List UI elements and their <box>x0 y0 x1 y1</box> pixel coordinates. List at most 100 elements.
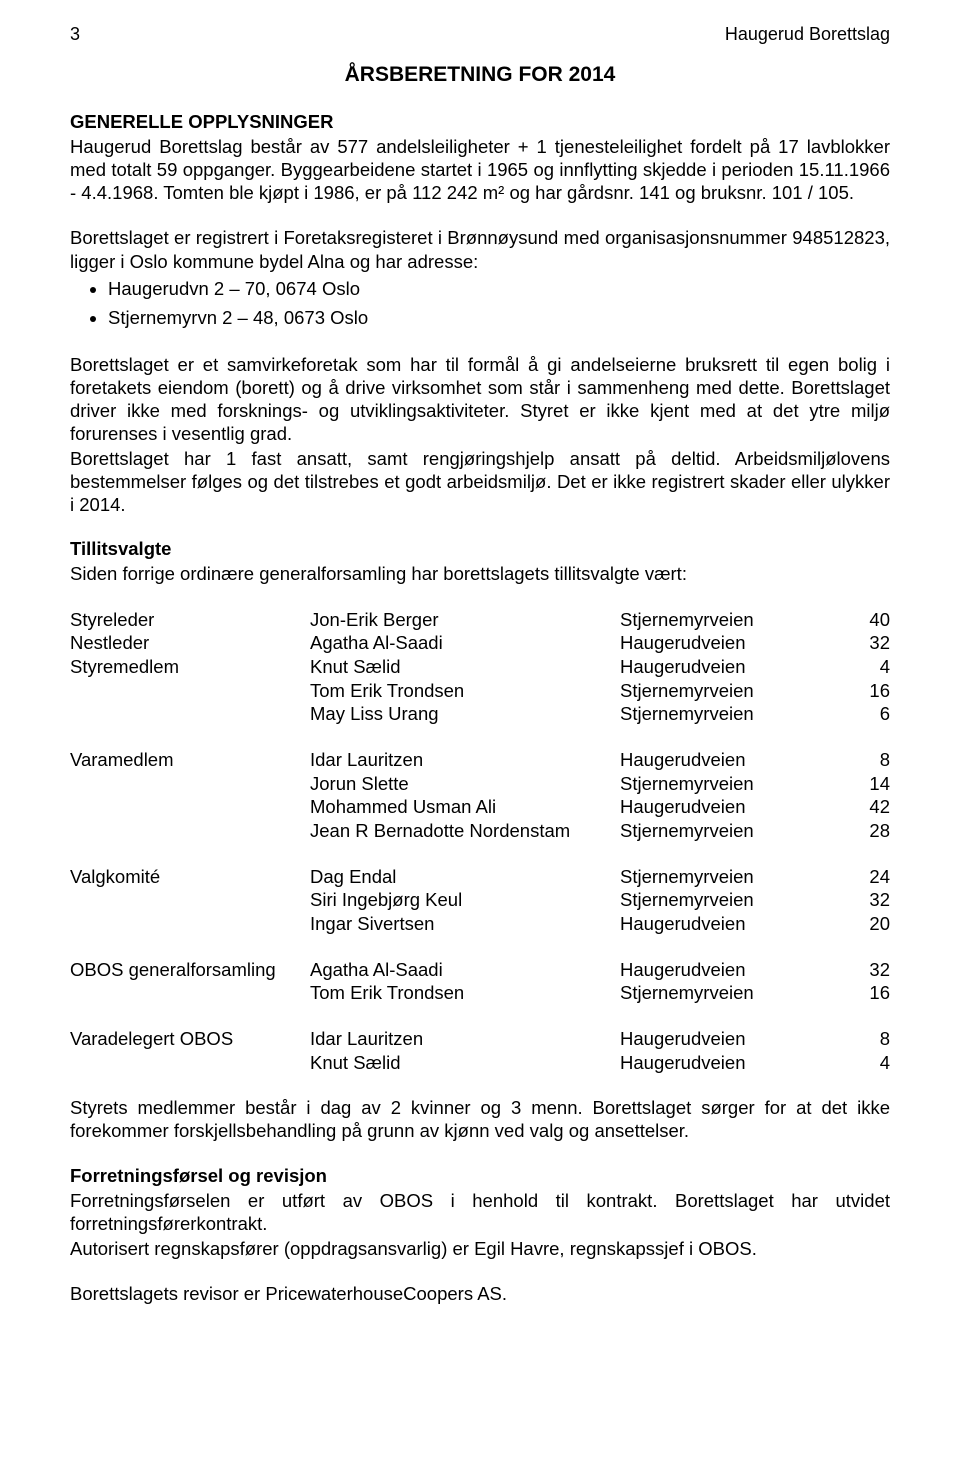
address-item: Haugerudvn 2 – 70, 0674 Oslo <box>108 277 890 302</box>
group-separator <box>70 726 890 748</box>
address-street: Haugerudveien <box>620 655 850 679</box>
group-separator <box>70 936 890 958</box>
roles-row: May Liss UrangStjernemyrveien6 <box>70 702 890 726</box>
role-label: Styremedlem <box>70 655 310 679</box>
general-info-heading: GENERELLE OPPLYSNINGER <box>70 111 890 133</box>
role-label <box>70 795 310 819</box>
revision-para1: Forretningsførselen er utført av OBOS i … <box>70 1189 890 1235</box>
role-label <box>70 679 310 703</box>
person-name: Knut Sælid <box>310 655 620 679</box>
roles-row: Tom Erik TrondsenStjernemyrveien16 <box>70 679 890 703</box>
address-street: Haugerudveien <box>620 631 850 655</box>
roles-row: Varadelegert OBOSIdar LauritzenHaugerudv… <box>70 1027 890 1051</box>
organization-name: Haugerud Borettslag <box>725 24 890 45</box>
address-number: 8 <box>850 748 890 772</box>
roles-row: OBOS generalforsamlingAgatha Al-SaadiHau… <box>70 958 890 982</box>
address-street: Stjernemyrveien <box>620 702 850 726</box>
person-name: Tom Erik Trondsen <box>310 679 620 703</box>
person-name: Idar Lauritzen <box>310 748 620 772</box>
role-label <box>70 772 310 796</box>
revision-para2: Autorisert regnskapsfører (oppdragsansva… <box>70 1237 890 1260</box>
address-number: 4 <box>850 1051 890 1075</box>
address-street: Stjernemyrveien <box>620 865 850 889</box>
document-title: ÅRSBERETNING FOR 2014 <box>70 63 890 87</box>
person-name: May Liss Urang <box>310 702 620 726</box>
page-header: 3 Haugerud Borettslag <box>70 24 890 45</box>
address-number: 14 <box>850 772 890 796</box>
address-street: Haugerudveien <box>620 1051 850 1075</box>
roles-row: StyrelederJon-Erik BergerStjernemyrveien… <box>70 608 890 632</box>
person-name: Idar Lauritzen <box>310 1027 620 1051</box>
address-street: Stjernemyrveien <box>620 608 850 632</box>
page-number: 3 <box>70 24 80 45</box>
roles-row: VaramedlemIdar LauritzenHaugerudveien8 <box>70 748 890 772</box>
person-name: Agatha Al-Saadi <box>310 631 620 655</box>
address-street: Haugerudveien <box>620 1027 850 1051</box>
person-name: Mohammed Usman Ali <box>310 795 620 819</box>
address-number: 32 <box>850 888 890 912</box>
roles-row: Tom Erik TrondsenStjernemyrveien16 <box>70 981 890 1005</box>
address-street: Haugerudveien <box>620 748 850 772</box>
roles-row: Knut SælidHaugerudveien4 <box>70 1051 890 1075</box>
role-label <box>70 888 310 912</box>
general-info-para4: Borettslaget har 1 fast ansatt, samt ren… <box>70 447 890 516</box>
role-label <box>70 702 310 726</box>
address-number: 28 <box>850 819 890 843</box>
address-street: Stjernemyrveien <box>620 819 850 843</box>
role-label: Styreleder <box>70 608 310 632</box>
person-name: Knut Sælid <box>310 1051 620 1075</box>
address-number: 32 <box>850 958 890 982</box>
roles-row: Siri Ingebjørg KeulStjernemyrveien32 <box>70 888 890 912</box>
person-name: Jorun Slette <box>310 772 620 796</box>
address-street: Haugerudveien <box>620 958 850 982</box>
role-label <box>70 981 310 1005</box>
address-number: 20 <box>850 912 890 936</box>
person-name: Jean R Bernadotte Nordenstam <box>310 819 620 843</box>
address-number: 32 <box>850 631 890 655</box>
roles-row: StyremedlemKnut SælidHaugerudveien4 <box>70 655 890 679</box>
revision-heading: Forretningsførsel og revisjon <box>70 1165 890 1187</box>
tillitsvalgte-heading: Tillitsvalgte <box>70 538 890 560</box>
address-number: 24 <box>850 865 890 889</box>
role-label: Nestleder <box>70 631 310 655</box>
roles-row: Ingar SivertsenHaugerudveien20 <box>70 912 890 936</box>
general-info-para1: Haugerud Borettslag består av 577 andels… <box>70 135 890 204</box>
roles-table: StyrelederJon-Erik BergerStjernemyrveien… <box>70 608 890 1075</box>
group-separator <box>70 843 890 865</box>
address-list: Haugerudvn 2 – 70, 0674 Oslo Stjernemyrv… <box>70 277 890 331</box>
board-composition-note: Styrets medlemmer består i dag av 2 kvin… <box>70 1096 890 1142</box>
person-name: Siri Ingebjørg Keul <box>310 888 620 912</box>
address-number: 8 <box>850 1027 890 1051</box>
tillitsvalgte-intro: Siden forrige ordinære generalforsamling… <box>70 562 890 585</box>
person-name: Jon-Erik Berger <box>310 608 620 632</box>
role-label <box>70 1051 310 1075</box>
role-label: Varadelegert OBOS <box>70 1027 310 1051</box>
roles-row: Jean R Bernadotte NordenstamStjernemyrve… <box>70 819 890 843</box>
roles-row: Mohammed Usman AliHaugerudveien42 <box>70 795 890 819</box>
address-number: 4 <box>850 655 890 679</box>
revision-para3: Borettslagets revisor er Pricewaterhouse… <box>70 1282 890 1305</box>
person-name: Dag Endal <box>310 865 620 889</box>
general-info-para3: Borettslaget er et samvirkeforetak som h… <box>70 353 890 446</box>
address-street: Stjernemyrveien <box>620 981 850 1005</box>
role-label <box>70 819 310 843</box>
address-number: 16 <box>850 981 890 1005</box>
address-number: 40 <box>850 608 890 632</box>
address-number: 16 <box>850 679 890 703</box>
role-label <box>70 912 310 936</box>
person-name: Tom Erik Trondsen <box>310 981 620 1005</box>
person-name: Ingar Sivertsen <box>310 912 620 936</box>
address-number: 42 <box>850 795 890 819</box>
roles-row: ValgkomitéDag EndalStjernemyrveien24 <box>70 865 890 889</box>
address-street: Stjernemyrveien <box>620 888 850 912</box>
document-page: 3 Haugerud Borettslag ÅRSBERETNING FOR 2… <box>0 0 960 1367</box>
group-separator <box>70 1005 890 1027</box>
address-street: Stjernemyrveien <box>620 679 850 703</box>
address-street: Haugerudveien <box>620 795 850 819</box>
person-name: Agatha Al-Saadi <box>310 958 620 982</box>
role-label: OBOS generalforsamling <box>70 958 310 982</box>
address-street: Haugerudveien <box>620 912 850 936</box>
address-number: 6 <box>850 702 890 726</box>
role-label: Valgkomité <box>70 865 310 889</box>
roles-row: NestlederAgatha Al-SaadiHaugerudveien32 <box>70 631 890 655</box>
